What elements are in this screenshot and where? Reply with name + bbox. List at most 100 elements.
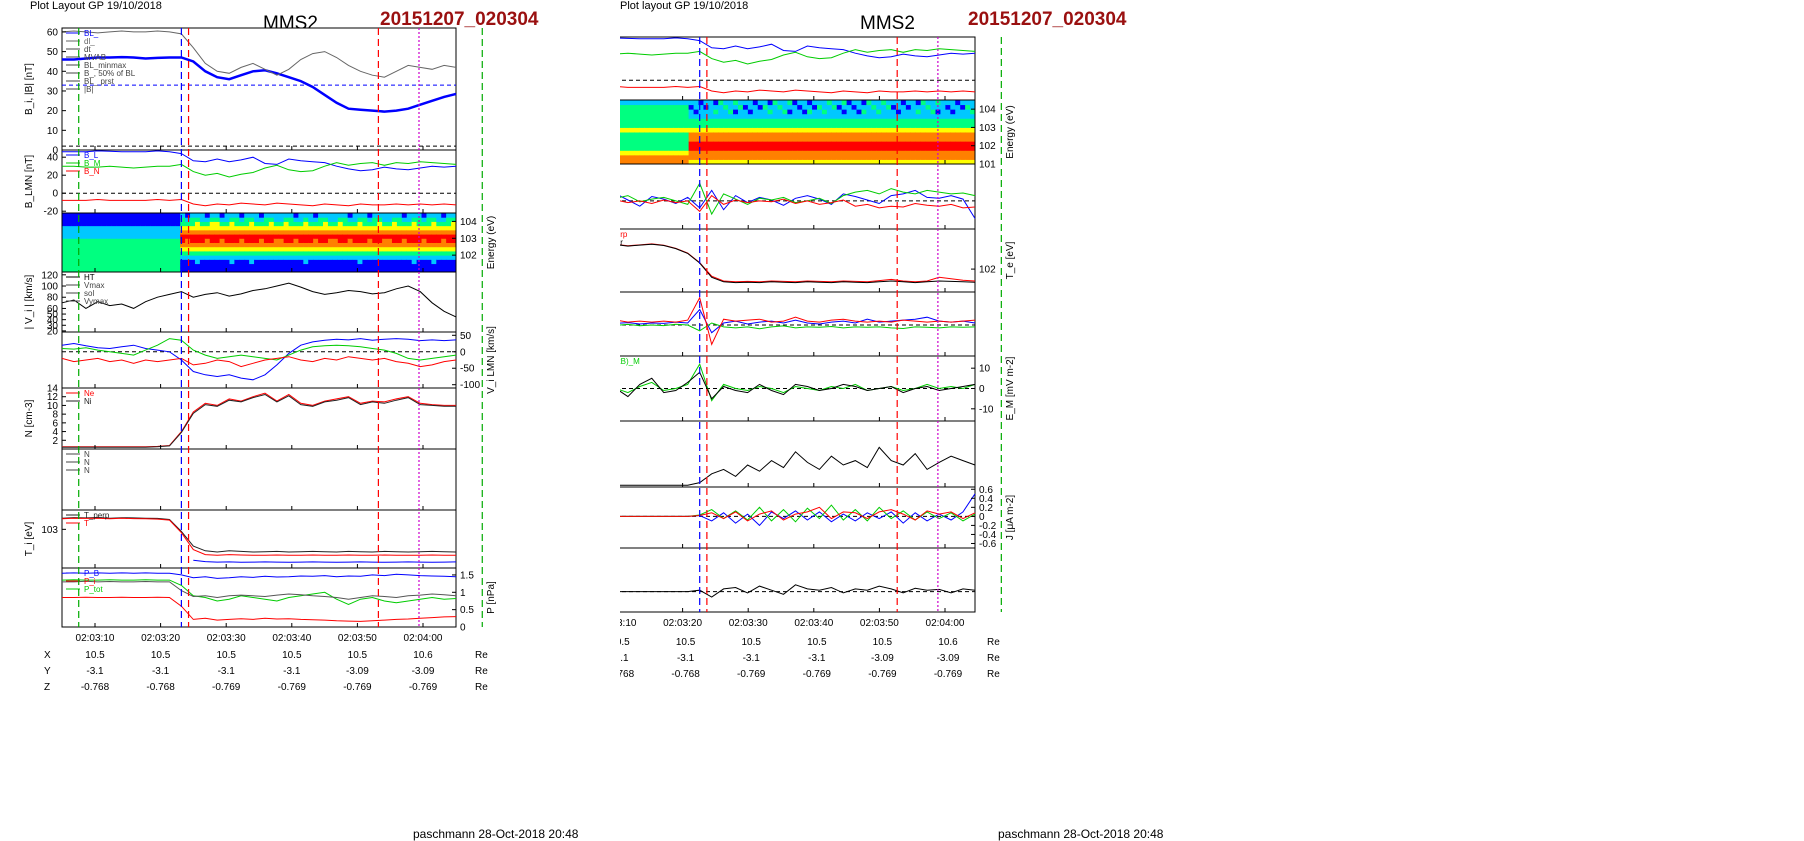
spectrogram-cell (738, 113, 744, 119)
spectrogram-cell (194, 229, 201, 235)
spectrogram-cell (441, 250, 447, 256)
spectrogram-cell (367, 255, 373, 260)
spectrogram-cell (190, 250, 196, 256)
spectrogram-cell (327, 246, 334, 252)
spectrogram-cell (426, 267, 432, 273)
spectrogram-cell (767, 100, 774, 106)
spectrogram-cell (797, 141, 803, 147)
spectrogram-cell (411, 255, 418, 260)
spectrogram-cell (249, 217, 255, 222)
spectrogram-cell (357, 225, 363, 231)
spectrogram-cell (263, 246, 270, 252)
spectrogram-cell (347, 234, 354, 239)
spectrogram-cell (323, 221, 329, 227)
spectrogram-cell (180, 263, 186, 269)
spectrogram-cell (214, 238, 221, 243)
spectrogram-cell (708, 132, 714, 138)
spectrogram-cell (175, 225, 181, 231)
spectrogram-cell (965, 100, 971, 106)
spectrogram-cell (140, 229, 147, 235)
spectrogram-cell (905, 113, 912, 119)
position-row-label: Y (44, 666, 51, 677)
spectrogram-cell (130, 221, 137, 227)
spectrogram-cell (881, 113, 887, 119)
spectrogram-cell (644, 145, 650, 151)
spectrogram-cell (757, 113, 764, 119)
spectrogram-cell (347, 263, 354, 269)
spectrogram-cell (620, 159, 625, 165)
spectrogram-cell (624, 109, 630, 115)
spectrogram-cell (620, 100, 625, 106)
spectrogram-cell (747, 109, 754, 115)
spectrogram-cell (723, 104, 729, 110)
spectrogram-cell (915, 127, 922, 133)
spectrogram-cell (634, 136, 640, 142)
spectrogram-cell (900, 118, 907, 124)
spectrogram-cell (767, 141, 774, 147)
spectrogram-cell (659, 122, 665, 128)
spectrogram-cell (930, 150, 936, 156)
position-value: -0.768 (81, 682, 110, 693)
spectrogram-cell (817, 100, 823, 106)
spectrogram-cell (881, 104, 887, 110)
y-tick-label: 10 (47, 126, 59, 137)
spectrogram-cell (821, 118, 828, 124)
spectrogram-cell (629, 100, 635, 106)
series-line-|Vi| (61, 282, 457, 318)
spectrogram-cell (876, 104, 882, 110)
spectrogram-cell (244, 263, 250, 269)
spectrogram-cell (728, 136, 734, 142)
y-tick-label: 30 (47, 86, 59, 97)
spectrogram-cell (950, 104, 956, 110)
spectrogram-cell (377, 234, 383, 239)
spectrogram-cell (145, 267, 152, 273)
spectrogram-cell (752, 136, 759, 142)
spectrogram-cell (239, 250, 245, 256)
spectrogram-cell (406, 217, 413, 222)
spectrogram-cell (170, 242, 176, 248)
spectrogram-cell (96, 263, 102, 269)
spectrogram-cell (846, 145, 853, 151)
spectrogram-cell (411, 238, 418, 243)
spectrogram-cell (900, 141, 907, 147)
panel-JdotE: -0.500.511.5J*E' [nW m-3]J*E' (620, 547, 976, 613)
spectrogram-cell (683, 113, 690, 119)
spectrogram-cell (688, 100, 695, 106)
spectrogram-cell (639, 127, 645, 133)
spectrogram-cell (332, 242, 339, 248)
spectrogram-cell (76, 267, 83, 273)
spectrogram-cell (663, 100, 670, 106)
spectrogram-cell (639, 132, 645, 138)
spectrogram-cell (96, 238, 102, 243)
spectrogram-cell (362, 263, 368, 269)
spectrogram-cell (367, 213, 373, 218)
spectrogram-cell (663, 127, 670, 133)
spectrogram-cell (194, 242, 201, 248)
spectrogram-cell (733, 118, 739, 124)
spectrogram-cell (209, 267, 216, 273)
spectrogram-cell (836, 122, 843, 128)
spectrogram-cell (668, 113, 675, 119)
x-tick-label: 02:03:30 (207, 633, 246, 644)
spectrogram-cell (826, 150, 833, 156)
spectrogram-cell (71, 238, 78, 243)
spectrogram-cell (81, 229, 88, 235)
spectrogram-cell (713, 100, 719, 106)
spectrogram-cell (382, 221, 388, 227)
spectrogram-cell (910, 122, 917, 128)
spectrogram-cell (792, 150, 798, 156)
spectrogram-cell (140, 213, 147, 218)
spectrogram-cell (629, 122, 635, 128)
spectrogram-cell (150, 221, 157, 227)
spectrogram-cell (86, 234, 93, 239)
spectrogram-cell (841, 145, 848, 151)
spectrogram-cell (382, 238, 388, 243)
spectrogram-cell (126, 234, 132, 239)
spectrogram-cell (733, 127, 739, 133)
spectrogram-cell (362, 225, 368, 231)
spectrogram-cell (866, 150, 872, 156)
spectrogram-cell (629, 132, 635, 138)
legend-label: T_par (620, 238, 623, 247)
spectrogram-cell (268, 242, 275, 248)
